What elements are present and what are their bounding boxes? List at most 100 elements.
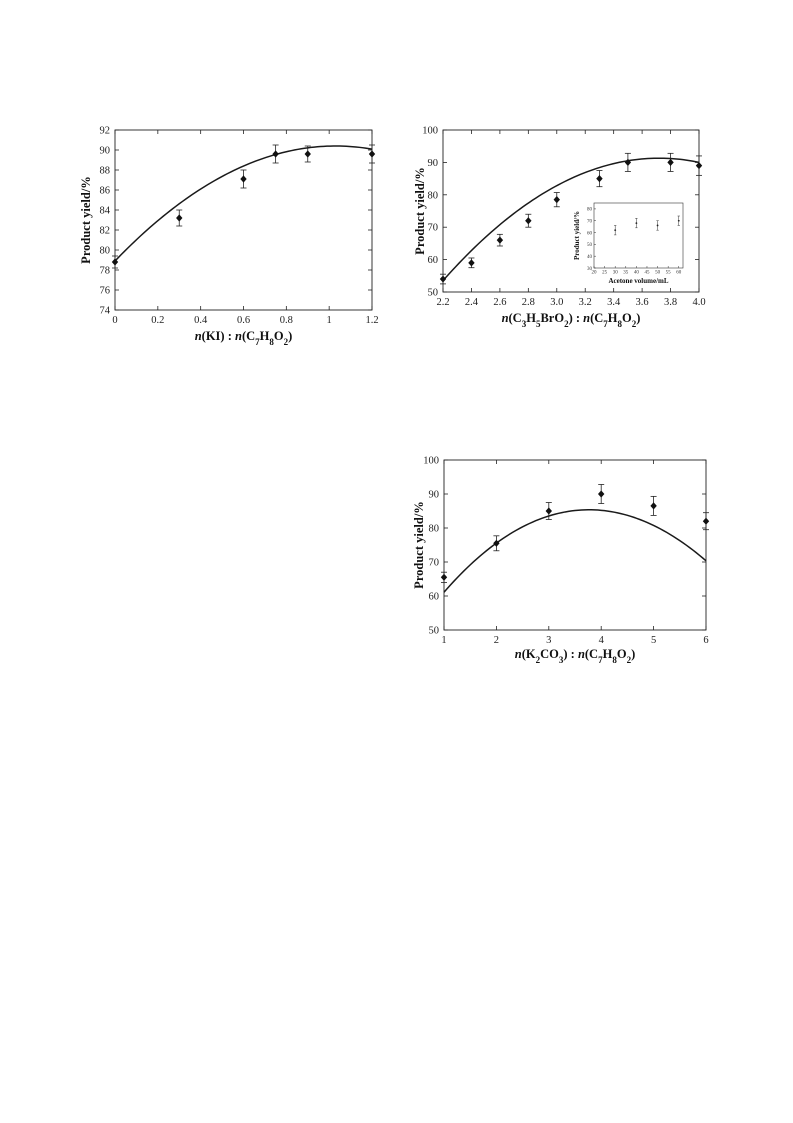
inset-frame xyxy=(593,202,684,269)
y-tick-label: 80 xyxy=(429,524,440,535)
y-axis-label: Product yield/% xyxy=(79,176,93,264)
axis-label-part: O xyxy=(274,329,284,343)
x-tick-label: 1 xyxy=(441,635,446,646)
inset-x-tick-label: 25 xyxy=(602,271,608,276)
x-tick-label: 0.8 xyxy=(280,315,293,326)
x-axis-label: n(K2CO3) : n(C7H8O2) xyxy=(515,647,635,665)
axis-label-part: (KI) : xyxy=(202,329,235,343)
axis-label-part: 8 xyxy=(618,319,623,329)
axis-label-part: 7 xyxy=(255,337,260,347)
y-tick-label: 76 xyxy=(100,286,111,297)
axis-label-part: O xyxy=(617,647,627,661)
data-point xyxy=(702,517,710,525)
axis-label-part: n xyxy=(235,329,242,343)
axis-label-part: 7 xyxy=(603,319,608,329)
x-tick-label: 2.6 xyxy=(493,297,506,308)
axis-label-part: O xyxy=(622,311,632,325)
axis-label-part: 2 xyxy=(284,337,289,347)
fit-curve xyxy=(114,145,373,262)
x-tick-label: 2.8 xyxy=(522,297,535,308)
inset-y-tick-label: 30 xyxy=(587,267,593,272)
axis-label-part: n xyxy=(502,311,509,325)
axis-label-part: ) xyxy=(636,311,640,325)
axis-label-part: (C xyxy=(509,311,522,325)
x-tick-label: 2 xyxy=(494,635,499,646)
y-tick-label: 60 xyxy=(429,592,440,603)
axis-label-part: BrO xyxy=(540,311,564,325)
axis-label-part: (C xyxy=(585,647,598,661)
data-point xyxy=(650,502,657,510)
axis-label-part: 2 xyxy=(564,319,569,329)
data-point xyxy=(176,214,183,222)
data-point xyxy=(496,236,504,244)
inset-x-tick-label: 55 xyxy=(666,271,672,276)
inset-x-tick-label: 45 xyxy=(644,271,650,276)
x-axis-label: n(C3H5BrO2) : n(C7H8O2) xyxy=(502,311,641,329)
axis-label-part: n xyxy=(578,647,585,661)
axis-label-part: ) xyxy=(288,329,292,343)
axis-label-part: ) : xyxy=(563,647,578,661)
y-tick-label: 82 xyxy=(100,226,111,237)
plot-frame xyxy=(114,129,373,311)
fit-curve xyxy=(442,157,700,282)
chart-bromo-ratio: 2.2 2.4 2.6 2.8 3.0 3.2 3.4 3.6 3.8 4.0 50 60 70 80 90… xyxy=(413,126,706,330)
y-tick-label: 90 xyxy=(100,146,111,157)
data-point xyxy=(596,175,603,183)
y-tick-label: 60 xyxy=(428,255,439,266)
axis-label-part: (K xyxy=(522,647,536,661)
data-point xyxy=(667,158,674,166)
inset-x-tick-label: 35 xyxy=(623,271,629,276)
axis-label-part: (C xyxy=(590,311,603,325)
inset-x-tick-label: 40 xyxy=(634,271,640,276)
y-axis-label: Product yield/% xyxy=(412,501,426,589)
inset-y-tick-label: 40 xyxy=(587,255,593,260)
y-tick-label: 100 xyxy=(422,126,438,137)
y-tick-label: 70 xyxy=(429,558,440,569)
x-tick-label: 3 xyxy=(546,635,551,646)
data-point xyxy=(272,150,279,158)
axis-label-part: ) xyxy=(631,647,635,661)
inset-x-tick-label: 50 xyxy=(655,271,661,276)
data-point xyxy=(553,196,560,204)
x-tick-label: 5 xyxy=(651,635,656,646)
axis-label-part: H xyxy=(603,647,613,661)
x-tick-label: 0.6 xyxy=(237,315,250,326)
axis-label-part: 7 xyxy=(598,655,603,665)
data-point xyxy=(493,539,500,547)
y-tick-label: 90 xyxy=(429,490,440,501)
axis-label-part: n xyxy=(195,329,202,343)
data-point xyxy=(695,162,703,170)
x-tick-label: 3.8 xyxy=(664,297,677,308)
x-tick-label: 3.2 xyxy=(579,297,592,308)
axis-label-part: CO xyxy=(540,647,559,661)
y-axis-label: Product yield/% xyxy=(413,167,427,255)
y-tick-label: 50 xyxy=(428,288,439,299)
inset-x-tick-label: 60 xyxy=(676,271,682,276)
axis-label-part: 8 xyxy=(269,337,274,347)
y-tick-label: 86 xyxy=(100,186,111,197)
axis-label-part: ) : xyxy=(569,311,584,325)
inset-data-point xyxy=(677,219,680,222)
x-tick-label: 4.0 xyxy=(692,297,705,308)
y-tick-label: 74 xyxy=(100,306,111,317)
data-point xyxy=(368,150,376,158)
axis-label-part: 2 xyxy=(536,655,541,665)
plot-frame xyxy=(442,129,700,293)
y-tick-label: 84 xyxy=(100,206,111,217)
x-tick-label: 3.6 xyxy=(636,297,649,308)
inset-y-tick-label: 70 xyxy=(587,220,593,225)
inset-x-tick-label: 20 xyxy=(592,271,598,276)
chart-ki-ratio: 0 0.2 0.4 0.6 0.8 1 1.2 74 76 78 80 82 84 86 88 90 92 Pro… xyxy=(79,126,379,348)
axis-label-part: 8 xyxy=(612,655,617,665)
data-point xyxy=(525,217,532,225)
inset-data-point xyxy=(614,229,617,232)
y-tick-label: 90 xyxy=(428,158,439,169)
axis-label-part: 2 xyxy=(627,655,632,665)
x-tick-label: 0.2 xyxy=(151,315,164,326)
x-tick-label: 6 xyxy=(703,635,708,646)
axis-label-part: 3 xyxy=(559,655,564,665)
x-tick-label: 1 xyxy=(327,315,332,326)
x-tick-label: 3.0 xyxy=(550,297,563,308)
data-point xyxy=(468,259,475,267)
axis-label-part: 2 xyxy=(632,319,637,329)
